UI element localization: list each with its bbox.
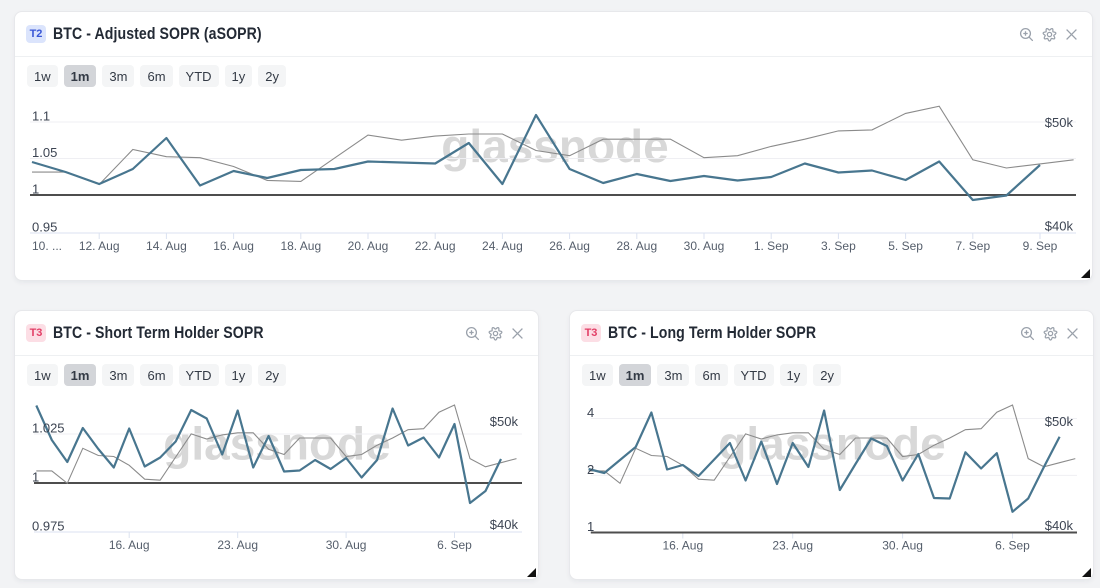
- svg-text:22. Aug: 22. Aug: [415, 239, 456, 253]
- svg-text:$40k: $40k: [490, 517, 519, 532]
- svg-text:3. Sep: 3. Sep: [821, 239, 856, 253]
- svg-text:4: 4: [587, 405, 594, 420]
- svg-text:$50k: $50k: [1045, 414, 1074, 429]
- svg-text:23. Aug: 23. Aug: [217, 538, 258, 552]
- svg-text:6. Sep: 6. Sep: [995, 539, 1030, 553]
- svg-text:$40k: $40k: [1045, 518, 1074, 533]
- svg-text:30. Aug: 30. Aug: [882, 539, 923, 553]
- svg-text:1.025: 1.025: [32, 421, 65, 436]
- svg-text:30. Aug: 30. Aug: [684, 239, 725, 253]
- svg-text:20. Aug: 20. Aug: [348, 239, 389, 253]
- svg-text:10. ...: 10. ...: [32, 239, 62, 253]
- svg-text:14. Aug: 14. Aug: [146, 239, 187, 253]
- svg-text:24. Aug: 24. Aug: [482, 239, 523, 253]
- svg-text:$50k: $50k: [1045, 115, 1074, 130]
- svg-text:glassnode: glassnode: [718, 418, 946, 470]
- svg-text:18. Aug: 18. Aug: [280, 239, 321, 253]
- svg-text:9. Sep: 9. Sep: [1023, 239, 1058, 253]
- svg-text:1.1: 1.1: [32, 109, 50, 124]
- svg-text:5. Sep: 5. Sep: [888, 239, 923, 253]
- svg-text:7. Sep: 7. Sep: [955, 239, 990, 253]
- svg-text:1: 1: [32, 182, 39, 197]
- svg-text:6. Sep: 6. Sep: [437, 538, 472, 552]
- svg-text:1.05: 1.05: [32, 145, 57, 160]
- svg-text:2: 2: [587, 462, 594, 477]
- svg-text:1: 1: [587, 519, 594, 534]
- svg-text:16. Aug: 16. Aug: [213, 239, 254, 253]
- svg-text:1. Sep: 1. Sep: [754, 239, 789, 253]
- svg-text:12. Aug: 12. Aug: [79, 239, 120, 253]
- svg-text:1: 1: [32, 470, 39, 485]
- svg-text:$40k: $40k: [1045, 218, 1074, 233]
- svg-text:16. Aug: 16. Aug: [662, 539, 703, 553]
- svg-text:$50k: $50k: [490, 414, 519, 429]
- svg-text:30. Aug: 30. Aug: [326, 538, 367, 552]
- svg-text:glassnode: glassnode: [163, 418, 391, 470]
- svg-text:23. Aug: 23. Aug: [772, 539, 813, 553]
- svg-text:16. Aug: 16. Aug: [109, 538, 150, 552]
- svg-text:0.95: 0.95: [32, 220, 57, 235]
- svg-text:0.975: 0.975: [32, 519, 65, 534]
- svg-text:26. Aug: 26. Aug: [549, 239, 590, 253]
- svg-text:28. Aug: 28. Aug: [616, 239, 657, 253]
